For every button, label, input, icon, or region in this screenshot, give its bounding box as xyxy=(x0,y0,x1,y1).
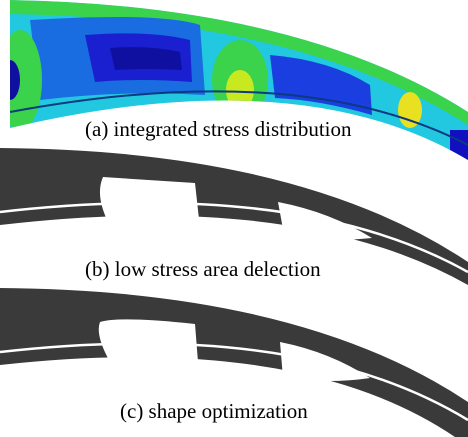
caption: (c) shape optimization xyxy=(120,399,308,423)
figure: (a) integrated stress distribution (b) l… xyxy=(0,0,468,437)
stress-panel xyxy=(0,0,468,170)
caption: (b) low stress area delection xyxy=(85,257,321,281)
caption: (a) integrated stress distribution xyxy=(85,117,352,141)
